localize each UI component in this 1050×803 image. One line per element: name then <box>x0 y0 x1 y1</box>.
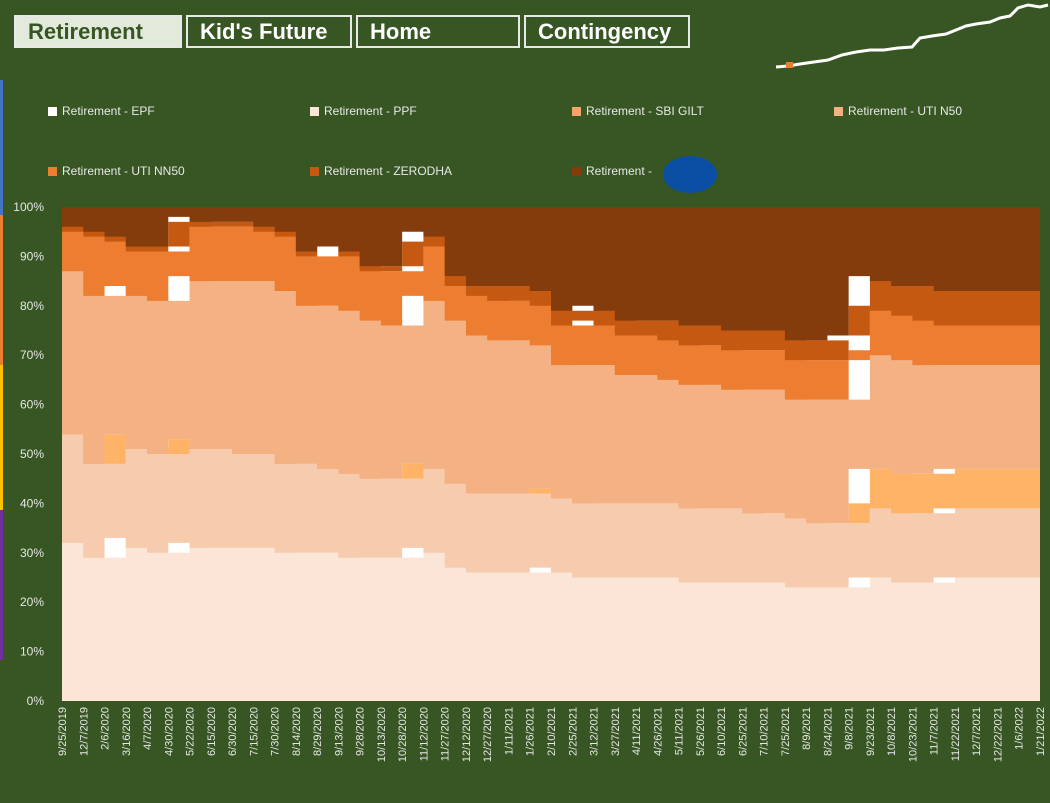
x-tick-label: 10/8/2021 <box>886 707 898 756</box>
x-tick-label: 3/12/2021 <box>589 707 601 756</box>
x-tick-label: 7/15/2020 <box>248 707 260 756</box>
y-tick-label: 80% <box>20 299 44 313</box>
y-tick-label: 0% <box>27 694 45 708</box>
left-edge-strip <box>0 365 3 510</box>
x-tick-label: 9/25/2019 <box>57 707 69 756</box>
x-tick-label: 6/25/2021 <box>737 707 749 756</box>
legend-item-sbi-gilt: Retirement - SBI GILT <box>572 104 704 118</box>
y-tick-label: 70% <box>20 348 44 362</box>
x-tick-label: 4/30/2020 <box>163 707 175 756</box>
x-tick-label: 12/7/2021 <box>971 707 983 756</box>
x-tick-label: 2/25/2021 <box>567 707 579 756</box>
trend-sparkline-icon <box>775 3 1049 69</box>
legend-item-uti-n50: Retirement - UTI N50 <box>834 104 962 118</box>
tab-contingency[interactable]: Contingency <box>524 15 690 48</box>
legend-item-ppf: Retirement - PPF <box>310 104 417 118</box>
x-tick-label: 3/27/2021 <box>610 707 622 756</box>
area-series-6 <box>62 207 1040 341</box>
legend-label: Retirement - UTI N50 <box>848 104 963 118</box>
legend-label: Retirement - UTI NN50 <box>62 164 185 178</box>
y-tick-label: 100% <box>13 200 44 214</box>
legend-swatch <box>48 106 57 116</box>
x-tick-label: 6/30/2020 <box>227 707 239 756</box>
left-edge-strip <box>0 80 3 215</box>
chart-legend: Retirement - EPF Retirement - PPF Retire… <box>0 0 1050 200</box>
x-tick-label: 2/6/2020 <box>100 707 112 750</box>
area-series-1 <box>62 370 1040 588</box>
area-series-0 <box>62 518 1040 701</box>
legend-item-zerodha: Retirement - ZERODHA <box>310 164 452 178</box>
x-tick-label: 8/29/2020 <box>312 707 324 756</box>
tab-kids-future[interactable]: Kid's Future <box>186 15 352 48</box>
x-tick-label: 5/26/2021 <box>695 707 707 756</box>
legend-label: Retirement - PPF <box>324 104 417 118</box>
x-tick-label: 12/12/2020 <box>461 707 473 762</box>
legend-swatch <box>834 106 843 116</box>
x-tick-label: 10/23/2021 <box>907 707 919 762</box>
y-tick-label: 40% <box>20 496 44 510</box>
y-tick-label: 50% <box>20 447 44 461</box>
x-tick-label: 4/26/2021 <box>652 707 664 756</box>
legend-label: Retirement - EPF <box>62 104 155 118</box>
x-tick-label: 5/11/2021 <box>674 707 686 755</box>
x-tick-label: 1/11/2021 <box>503 707 515 755</box>
left-edge-strip <box>0 510 3 660</box>
x-tick-label: 11/7/2021 <box>929 707 941 755</box>
x-tick-label: 9/8/2021 <box>844 707 856 750</box>
x-tick-label: 11/22/2021 <box>950 707 962 761</box>
x-tick-label: 9/13/2020 <box>333 707 345 756</box>
x-tick-label: 9/23/2021 <box>865 707 877 756</box>
x-tick-label: 1/26/2021 <box>525 707 537 756</box>
x-tick-label: 12/7/2019 <box>78 707 90 756</box>
legend-item-epf: Retirement - EPF <box>48 104 155 118</box>
x-tick-label: 7/25/2021 <box>780 707 792 756</box>
tab-bar: Retirement Kid's Future Home Contingency <box>14 15 694 48</box>
area-series-3 <box>62 251 1040 524</box>
x-tick-label: 12/22/2021 <box>992 707 1004 762</box>
x-tick-label: 6/15/2020 <box>206 707 218 756</box>
x-tick-label: 6/10/2021 <box>716 707 728 756</box>
tab-retirement[interactable]: Retirement <box>14 15 182 48</box>
x-tick-label: 11/27/2020 <box>440 707 452 761</box>
legend-item-uti-nn50: Retirement - UTI NN50 <box>48 164 185 178</box>
x-tick-label: 11/12/2020 <box>418 707 430 761</box>
legend-swatch <box>572 106 581 116</box>
legend-label: Retirement - SBI GILT <box>586 104 704 118</box>
x-tick-label: 4/11/2021 <box>631 707 643 755</box>
x-tick-label: 8/24/2021 <box>822 707 834 756</box>
legend-label: Retirement - ZERODHA <box>324 164 453 178</box>
y-tick-label: 90% <box>20 249 44 263</box>
x-tick-label: 7/10/2021 <box>759 707 771 756</box>
y-tick-label: 20% <box>20 595 44 609</box>
x-tick-label: 9/28/2020 <box>355 707 367 756</box>
x-tick-label: 7/30/2020 <box>270 707 282 756</box>
x-tick-label: 8/14/2020 <box>291 707 303 756</box>
x-tick-label: 5/22/2020 <box>185 707 197 756</box>
y-tick-label: 30% <box>20 546 44 560</box>
x-tick-label: 8/9/2021 <box>801 707 813 750</box>
x-tick-label: 1/6/2022 <box>1014 707 1026 750</box>
x-tick-label: 10/28/2020 <box>397 707 409 762</box>
x-tick-label: 10/13/2020 <box>376 707 388 762</box>
x-tick-label: 12/27/2020 <box>482 707 494 762</box>
legend-swatch <box>48 166 57 176</box>
x-tick-label: 1/21/2022 <box>1035 707 1047 756</box>
y-tick-label: 10% <box>20 645 44 659</box>
tab-home[interactable]: Home <box>356 15 520 48</box>
legend-swatch <box>310 106 319 116</box>
x-tick-label: 2/10/2021 <box>546 707 558 756</box>
y-tick-label: 60% <box>20 398 44 412</box>
x-tick-label: 4/7/2020 <box>142 707 154 750</box>
redaction-mark <box>663 156 717 193</box>
stacked-area-chart: 0% 10% 20% 30% 40% 50% 60% 70% 80% 90% 100% 9/25/20… <box>13 200 1047 762</box>
legend-swatch <box>310 166 319 176</box>
left-edge-strip <box>0 215 3 365</box>
x-tick-label: 3/16/2020 <box>121 707 133 756</box>
legend-swatch <box>572 166 581 176</box>
